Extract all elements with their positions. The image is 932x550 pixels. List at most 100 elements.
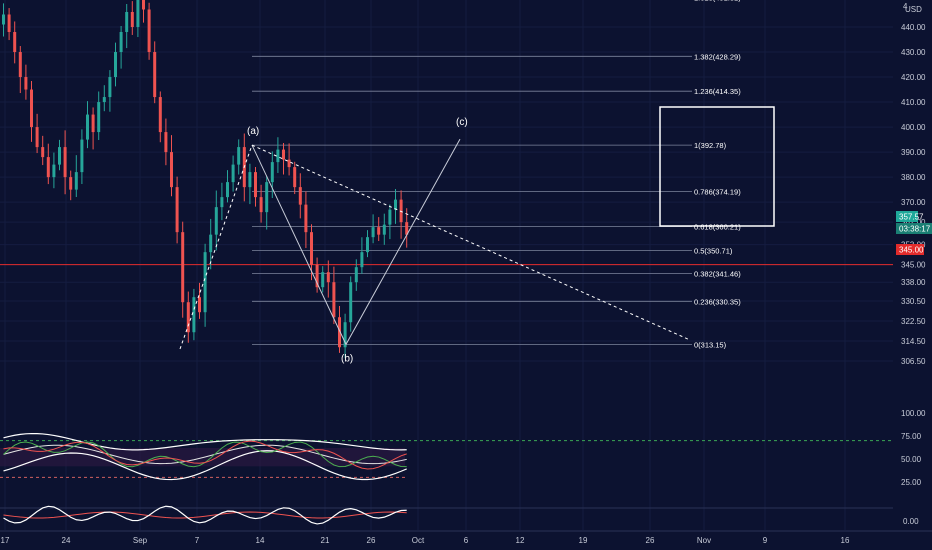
candle-body (377, 227, 381, 235)
fib-level-label: 1.236(414.35) (694, 87, 741, 96)
wave-start-line[interactable] (179, 144, 253, 350)
lower-band (3, 450, 407, 481)
candle-body (147, 9, 151, 53)
alert-price-text: 345.00 (899, 246, 924, 255)
candle-body (97, 102, 101, 133)
candle-body (366, 237, 369, 253)
fib-level-label: 1(392.78) (694, 141, 727, 150)
price-axis[interactable]: 306.50314.50322.50330.50338.00345.00353.… (893, 0, 932, 530)
price-tick: 330.50 (901, 297, 926, 306)
price-tick: 400.00 (901, 123, 926, 132)
candle-body (259, 197, 263, 213)
candle-body (158, 97, 162, 133)
price-axis-bg (893, 0, 932, 530)
candle-body (86, 114, 89, 140)
candle-body (46, 157, 50, 178)
candle-body (343, 322, 347, 348)
price-tick: 314.50 (901, 337, 926, 346)
time-tick: 21 (321, 536, 330, 545)
fib-level-label: 1.382(428.29) (694, 52, 741, 61)
candle-body (125, 11, 129, 33)
momentum-tick: 0.00 (903, 517, 919, 526)
wave-label: (c) (456, 117, 468, 128)
candle-body (315, 264, 319, 288)
time-tick: 24 (62, 536, 71, 545)
candle-body (304, 204, 308, 233)
fib-level-label: 1.618(451.81) (694, 0, 741, 2)
candle-body (2, 14, 5, 25)
candle-body (293, 167, 297, 188)
oscillator-tick: 75.00 (901, 432, 922, 441)
candle-body (405, 222, 409, 235)
time-tick: 17 (1, 536, 10, 545)
price-tick: 380.00 (901, 173, 926, 182)
elliott-wave-drawing[interactable]: (a) (b) (c) (179, 117, 691, 364)
fib-level-label: 0(313.15) (694, 340, 727, 349)
middle-band (3, 444, 407, 465)
candle-body (153, 52, 157, 98)
candle-body (186, 302, 190, 333)
candle-body (170, 152, 173, 188)
abc-wave-line[interactable] (251, 138, 461, 346)
candle-body (276, 149, 280, 163)
time-axis[interactable]: 17 24 Sep 7 14 21 26 Oct 6 12 19 26 Nov 9 16 (0, 530, 932, 545)
last-price-tag: 357.57 (896, 211, 924, 222)
candle-body (175, 187, 179, 233)
fib-level-label: 0.618(360.21) (694, 223, 741, 232)
upper-band (3, 432, 407, 451)
currency-label: USD (905, 5, 922, 14)
wave-label: (b) (341, 353, 353, 364)
momentum-signal (3, 511, 407, 519)
candle-body (58, 147, 61, 165)
alert-price-tag: 345.00 (896, 244, 924, 255)
time-tick: 12 (516, 536, 525, 545)
candle-body (18, 52, 22, 78)
candle-body (265, 182, 269, 213)
candle-body (41, 147, 45, 158)
momentum-pane (3, 505, 407, 525)
last-price-text: 357.57 (899, 213, 924, 222)
candle-body (69, 177, 73, 190)
candle-body (203, 252, 207, 313)
time-tick: 6 (464, 536, 469, 545)
price-tick: 362.00 (901, 218, 926, 227)
candle-body (35, 127, 39, 148)
candle-body (63, 147, 67, 178)
countdown-text: 03:38:17 (899, 225, 931, 234)
price-tick: 430.00 (901, 48, 926, 57)
price-tick: 322.50 (901, 317, 926, 326)
target-zone-box[interactable] (659, 106, 775, 227)
candle-body (130, 11, 134, 27)
fib-level-label: 0.5(350.71) (694, 246, 733, 255)
time-tick: Oct (412, 536, 425, 545)
candle-body (108, 77, 112, 98)
trendline[interactable] (251, 144, 691, 341)
oscillator-tick: 50.00 (901, 455, 922, 464)
candle-body (102, 97, 106, 103)
axis-top-label: 4 (903, 2, 908, 11)
candle-body (382, 224, 386, 235)
candle-body (349, 282, 353, 323)
candle-body (270, 162, 274, 183)
candle-body (298, 187, 302, 205)
momentum-line (3, 505, 407, 525)
fib-retracement[interactable]: 0(313.15) 0.236(330.35) 0.382(341.46) 0.5(3… (252, 0, 741, 349)
countdown-tag: 03:38:17 (896, 223, 932, 234)
candle-body (142, 0, 145, 10)
candle-body (209, 234, 213, 253)
price-tick: 410.00 (901, 98, 926, 107)
candle-body (192, 297, 196, 333)
candle-body (181, 232, 185, 303)
time-tick: 19 (579, 536, 588, 545)
candle-body (248, 172, 252, 188)
candle-body (226, 182, 229, 198)
candle-body (13, 32, 17, 53)
candle-body (220, 197, 224, 208)
fib-level-label: 0.786(374.19) (694, 188, 741, 197)
candle-body (91, 114, 95, 133)
candle-body (24, 77, 28, 90)
time-tick: 14 (256, 536, 265, 545)
time-tick: Nov (697, 536, 711, 545)
oscillator-pane (0, 432, 893, 509)
